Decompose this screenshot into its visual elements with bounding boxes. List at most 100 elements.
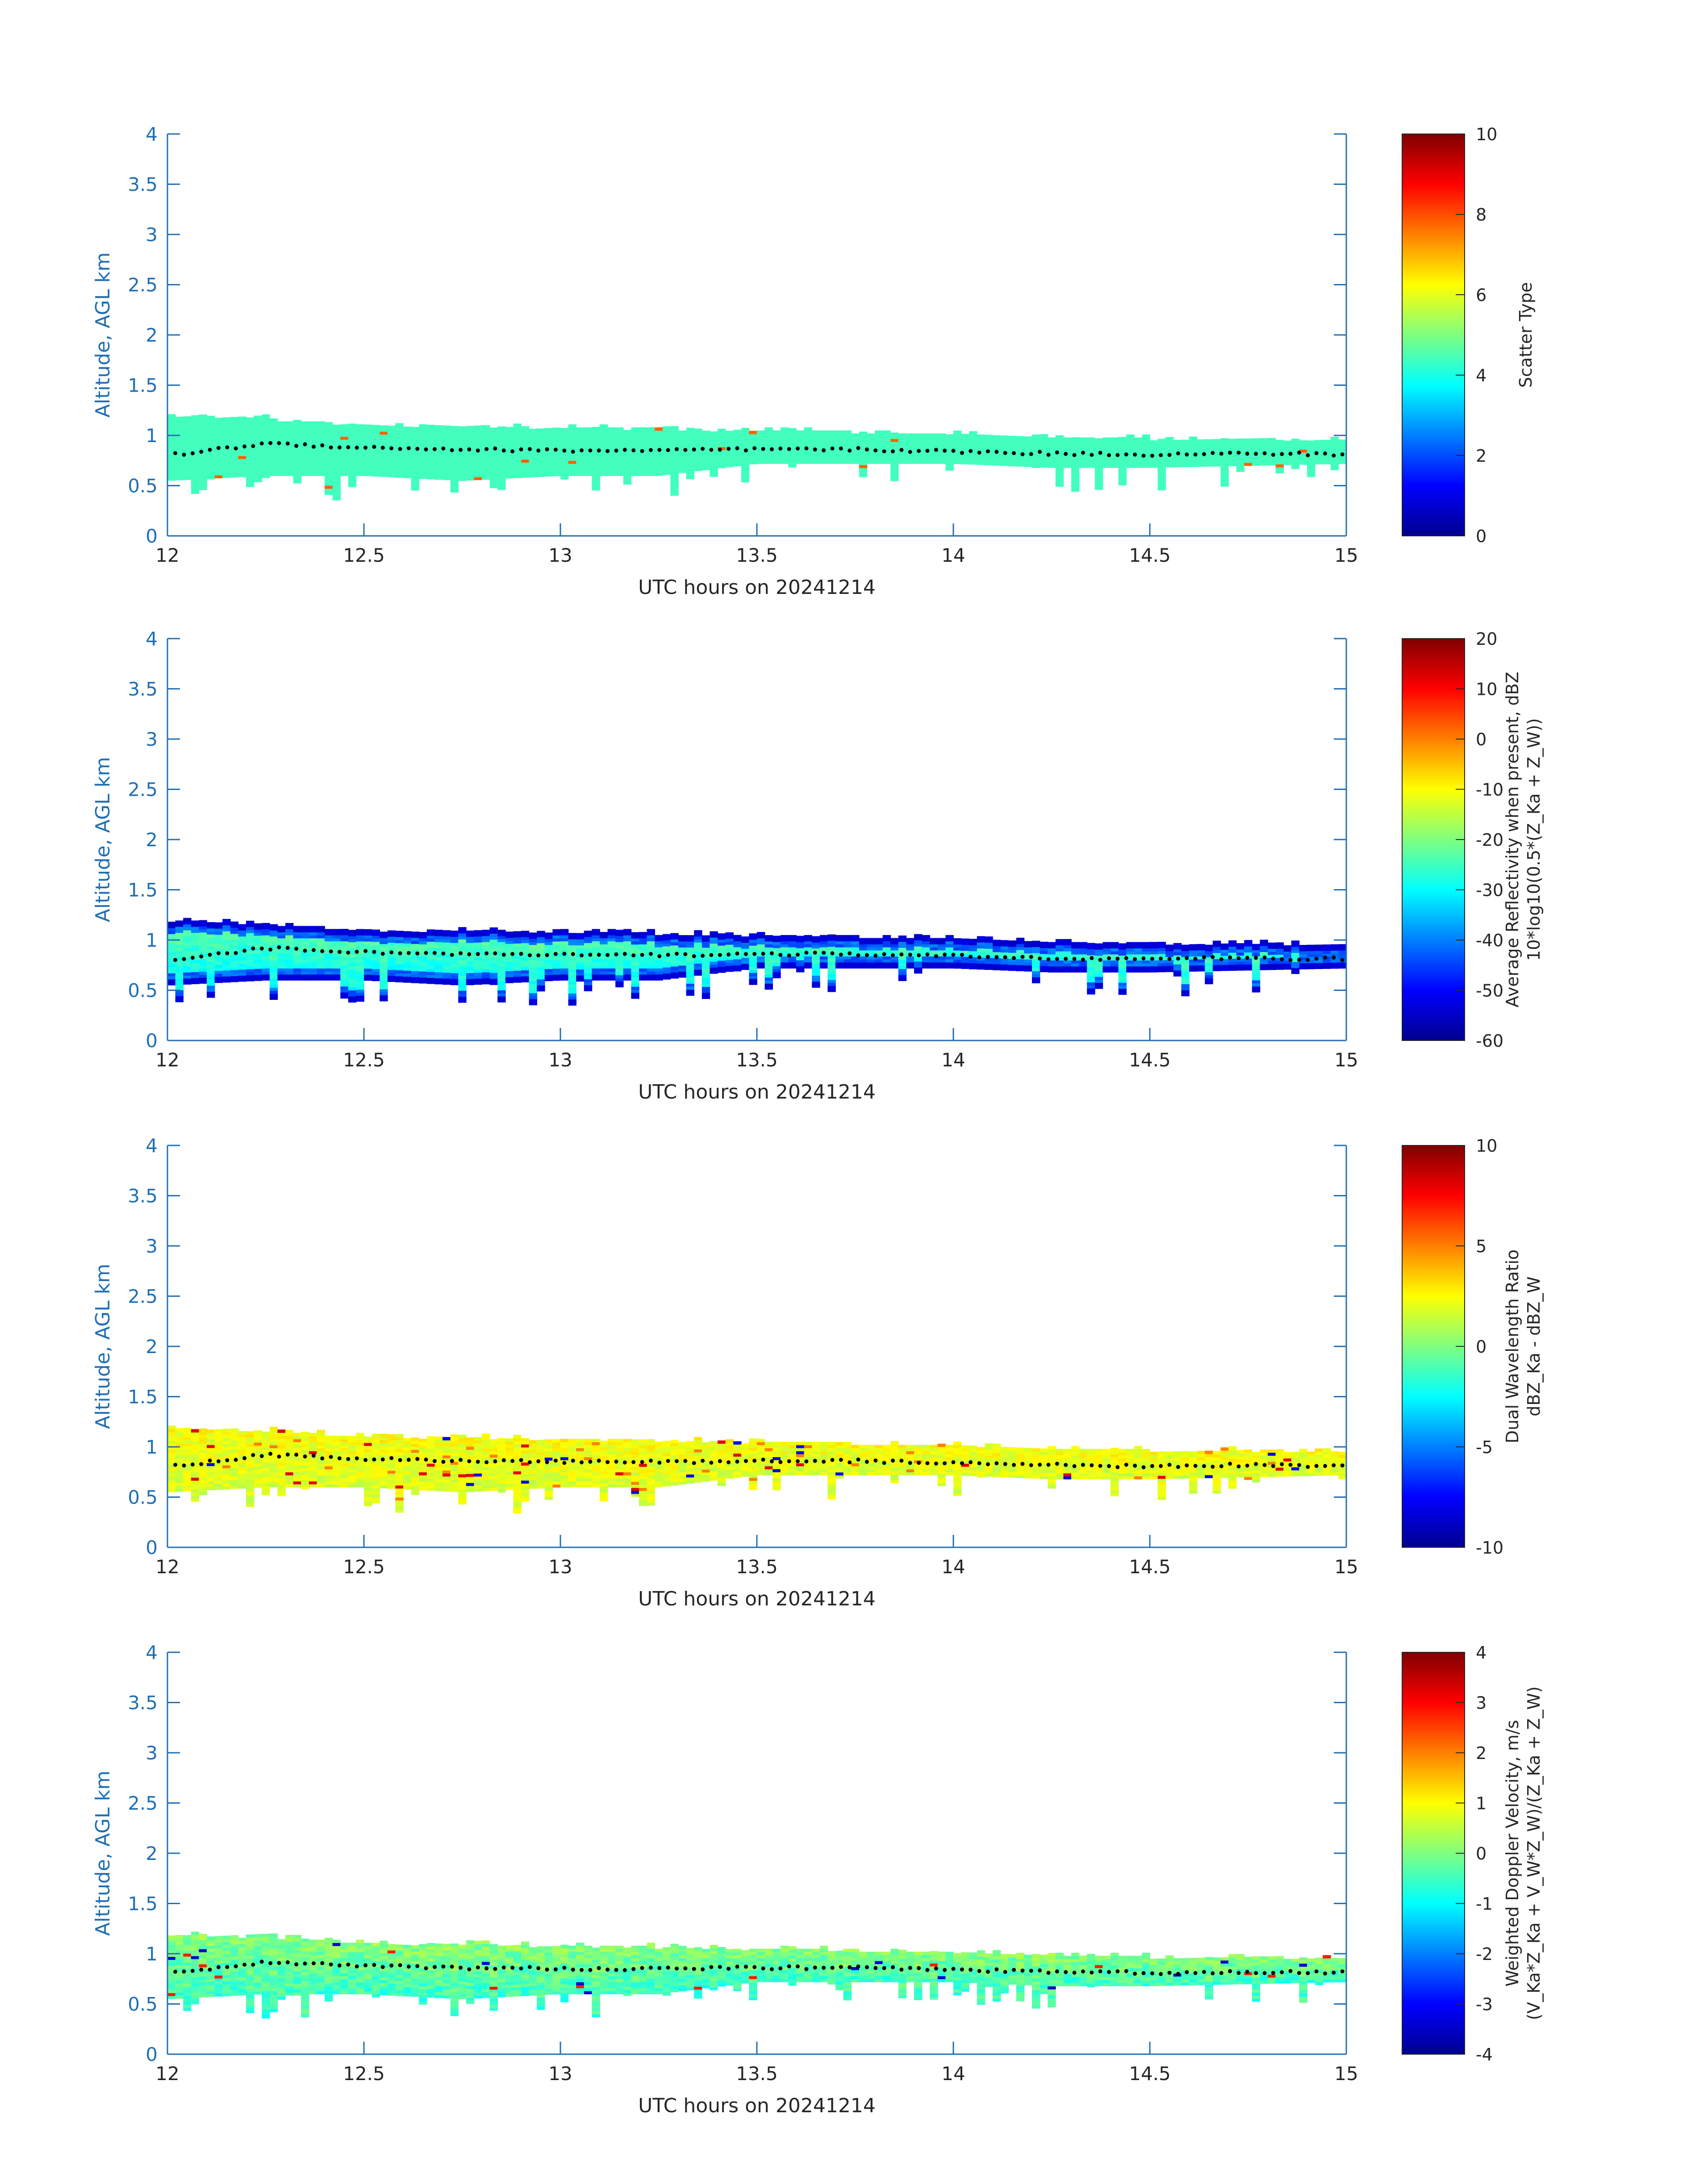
- heatmap-cell: [584, 973, 593, 976]
- heatmap-cell: [199, 465, 207, 469]
- heatmap-cell: [222, 1468, 231, 1471]
- heatmap-cell: [207, 934, 215, 938]
- heatmap-cell: [309, 421, 317, 425]
- heatmap-cell: [419, 454, 427, 458]
- heatmap-cell: [544, 437, 553, 441]
- y-tick-label: 2.5: [128, 274, 158, 296]
- heatmap-cell: [1111, 440, 1119, 444]
- heatmap-cell: [230, 435, 239, 439]
- line-point: [259, 441, 264, 446]
- heatmap-cell: [395, 973, 404, 977]
- heatmap-cell: [1063, 954, 1072, 957]
- heatmap-cell: [1024, 941, 1032, 944]
- heatmap-cell: [623, 472, 632, 476]
- line-point: [268, 441, 273, 445]
- heatmap-cell: [403, 979, 412, 983]
- heatmap-cell: [552, 929, 561, 933]
- heatmap-cell: [969, 452, 977, 456]
- heatmap-cell: [529, 441, 537, 444]
- heatmap-cell: [521, 979, 530, 982]
- heatmap-cell: [812, 978, 820, 982]
- heatmap-cell: [214, 472, 223, 476]
- heatmap-cell: [985, 459, 993, 463]
- heatmap-cell: [1338, 947, 1347, 951]
- heatmap-cell: [914, 970, 923, 974]
- heatmap-cell: [945, 965, 954, 969]
- heatmap-cell: [764, 457, 773, 461]
- heatmap-cell: [1189, 959, 1198, 963]
- heatmap-cells: [167, 918, 1347, 1006]
- heatmap-cell: [395, 432, 404, 436]
- heatmap-cell: [443, 476, 451, 481]
- heatmap-cell: [434, 957, 443, 961]
- heatmap-cell: [309, 454, 317, 458]
- heatmap-cell: [277, 938, 286, 941]
- heatmap-cell: [1024, 464, 1032, 467]
- heatmap-cell: [246, 944, 255, 949]
- heatmap-cell: [819, 941, 828, 944]
- line-point: [735, 446, 739, 451]
- heatmap-cell: [969, 963, 977, 966]
- heatmap-cell: [882, 962, 891, 965]
- heatmap-cell: [537, 946, 545, 949]
- heatmap-cell: [356, 947, 364, 951]
- heatmap-cell: [332, 977, 341, 981]
- heatmap-cell: [647, 439, 655, 443]
- heatmap-cell: [631, 451, 639, 455]
- heatmap-cell: [269, 975, 278, 979]
- heatmap-cell: [1087, 437, 1095, 441]
- heatmap-cell: [277, 472, 286, 476]
- heatmap-cell: [1118, 973, 1127, 977]
- heatmap-cell: [1150, 966, 1158, 969]
- line-point: [337, 950, 342, 954]
- heatmap-cell: [788, 938, 797, 941]
- heatmap-cell: [1094, 441, 1103, 445]
- heatmap-cell: [269, 924, 278, 928]
- heatmap-cell: [1165, 458, 1174, 462]
- line-point: [476, 952, 480, 956]
- heatmap-cell: [230, 942, 239, 946]
- heatmap-cell: [1000, 967, 1009, 971]
- heatmap-cell: [812, 460, 820, 464]
- heatmap-cell: [568, 987, 576, 991]
- heatmap-cell: [191, 436, 200, 440]
- heatmap-cell: [269, 460, 278, 464]
- heatmap-cell: [600, 971, 608, 975]
- heatmap-cell: [796, 966, 805, 969]
- heatmap-cell: [529, 429, 537, 432]
- heatmap-cell: [1275, 464, 1284, 468]
- heatmap-cell: [529, 953, 537, 957]
- heatmap-cell: [1228, 447, 1237, 451]
- heatmap-cell: [285, 944, 294, 948]
- heatmap-cell: [191, 926, 200, 930]
- heatmap-cell: [718, 431, 726, 435]
- heatmap-cell: [906, 959, 915, 963]
- heatmap-cell: [607, 464, 616, 467]
- heatmap-cell: [262, 947, 270, 951]
- heatmap-cell: [600, 469, 608, 473]
- heatmap-cell: [1024, 448, 1032, 452]
- heatmap-cell: [600, 968, 608, 972]
- heatmap-cell: [474, 428, 482, 432]
- heatmap-cell: [662, 976, 671, 980]
- heatmap-cell: [262, 441, 270, 445]
- heatmap-cell: [694, 942, 702, 946]
- heatmap-cell: [1157, 954, 1166, 957]
- heatmap-cell: [827, 934, 836, 938]
- heatmap-cell: [285, 464, 294, 467]
- heatmap-cell: [199, 481, 207, 485]
- heatmap-cell: [230, 441, 239, 445]
- heatmap-cell: [749, 452, 757, 455]
- heatmap-cell: [859, 962, 868, 965]
- heatmap-cell: [364, 950, 372, 954]
- heatmap-cell: [1087, 446, 1095, 450]
- heatmap-cell: [199, 475, 207, 478]
- heatmap-cell: [167, 928, 176, 931]
- heatmap-cell: [191, 1495, 200, 1499]
- heatmap-cell: [1094, 462, 1103, 466]
- heatmap-cell: [474, 945, 482, 949]
- heatmap-cell: [403, 468, 412, 472]
- heatmap-cell: [167, 471, 176, 475]
- line-point: [727, 952, 731, 957]
- heatmap-cell: [560, 446, 569, 450]
